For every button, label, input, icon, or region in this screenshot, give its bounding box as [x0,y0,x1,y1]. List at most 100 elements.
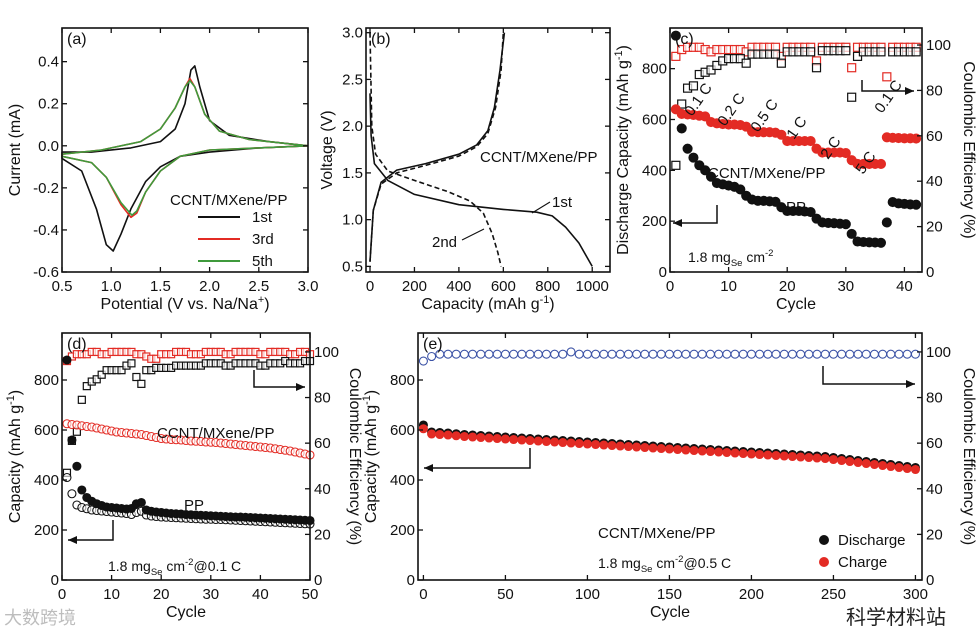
data-point [77,485,87,495]
series-pp [670,30,922,248]
y-tick-label: 0.5 [342,258,363,275]
y-tick-label: 0 [51,572,59,589]
y-tick-label: 400 [390,472,415,489]
data-point [722,447,732,458]
x-axis-label: Cycle [776,296,816,313]
x-tick-label: 150 [657,586,682,603]
x-axis-label: Cycle [166,604,206,621]
series-layer [670,30,922,248]
x-tick-label: 30 [837,278,854,295]
leader-line [461,228,485,241]
panel-label: (b) [371,31,391,48]
label-part: Se [641,564,653,575]
watermark-left: 大数跨境 [4,608,76,627]
data-point [541,349,551,359]
y-tick-label: 200 [390,522,415,539]
data-point [418,424,428,434]
label-part: Cycle [776,296,816,313]
label-part: Capacity (mAh g [421,296,539,313]
data-point [476,432,486,443]
annotation: CCNT/MXene/PP [480,149,598,166]
legend-label: Charge [838,554,887,571]
data-point [92,375,101,384]
axis-arrow-right-head [296,383,305,391]
data-point [741,58,751,68]
data-point [677,99,687,109]
label-part: 2nd [432,234,457,251]
y2-tick-label: 20 [314,526,331,543]
data-point [875,158,887,170]
label-part: 2 C [817,133,844,162]
label-part: CCNT/MXene/PP [480,149,598,166]
y-tick-label: 0 [407,572,415,589]
data-point [591,439,601,450]
series-pp-discharge [62,355,315,526]
data-point [763,450,773,460]
legend-marker [819,535,829,545]
data-point [558,349,568,359]
data-point [517,435,527,445]
label-part: -1 [540,294,550,306]
data-point [574,349,584,359]
data-point [484,349,494,359]
data-point [500,434,510,444]
y-tick-label: 600 [642,112,667,129]
data-point [681,445,691,455]
data-point [648,443,658,453]
data-point [640,349,650,359]
label-part: -1 [5,395,17,405]
x-tick-label: 200 [402,278,427,295]
x-tick-label: 30 [202,586,219,603]
label-part: 5 C [852,148,879,177]
label-part: Se [151,567,163,578]
data-point [779,349,789,359]
data-point [525,349,535,359]
data-point [492,433,502,444]
data-point [881,217,892,228]
data-point [671,51,681,61]
data-point [127,359,136,368]
data-point [828,454,838,465]
axis-arrow-left-head [68,536,77,544]
data-point [705,171,717,182]
y-tick-label: 400 [34,472,59,489]
panel-label: (e) [423,336,443,353]
y2-tick-label: 80 [926,82,943,99]
y-tick-label: -0.2 [33,180,59,197]
y-tick-label: 0.4 [38,54,59,71]
y2-tick-label: 0 [926,572,934,589]
y2-tick-label: 100 [926,344,951,361]
series-1st-charge [369,32,506,262]
data-point [776,58,786,68]
axis-arrow-left-head [424,464,433,472]
data-point [853,349,863,359]
label-part: 1.8 mg [688,249,731,265]
label-part: 0.1 C [871,77,906,116]
label-part: ) [549,296,554,313]
x-tick-label: 800 [535,278,560,295]
data-point [427,351,437,362]
data-point [689,349,699,359]
annotation: 1.8 mgSe cm-2 [688,248,773,269]
data-point [812,349,822,359]
legend-marker [819,557,829,567]
data-point [869,459,879,470]
annotation: 5 C [852,148,879,177]
data-point [861,458,871,469]
data-point [902,463,912,474]
data-point [722,349,732,359]
y-tick-label: 1.0 [342,212,363,229]
data-point [97,370,106,379]
axis-arrow-left-head [673,219,682,227]
y-axis-label: Voltage (V) [319,110,336,189]
data-point [763,349,773,359]
label-part: Capacity (mAh g [7,405,24,523]
y2-tick-label: 80 [314,390,331,407]
data-point [591,349,601,359]
data-point [730,448,740,458]
axis-arrow-right-head [906,380,915,388]
leader-line [531,201,551,214]
data-point [623,349,633,359]
data-point [137,379,146,388]
x-tick-label: 200 [739,586,764,603]
